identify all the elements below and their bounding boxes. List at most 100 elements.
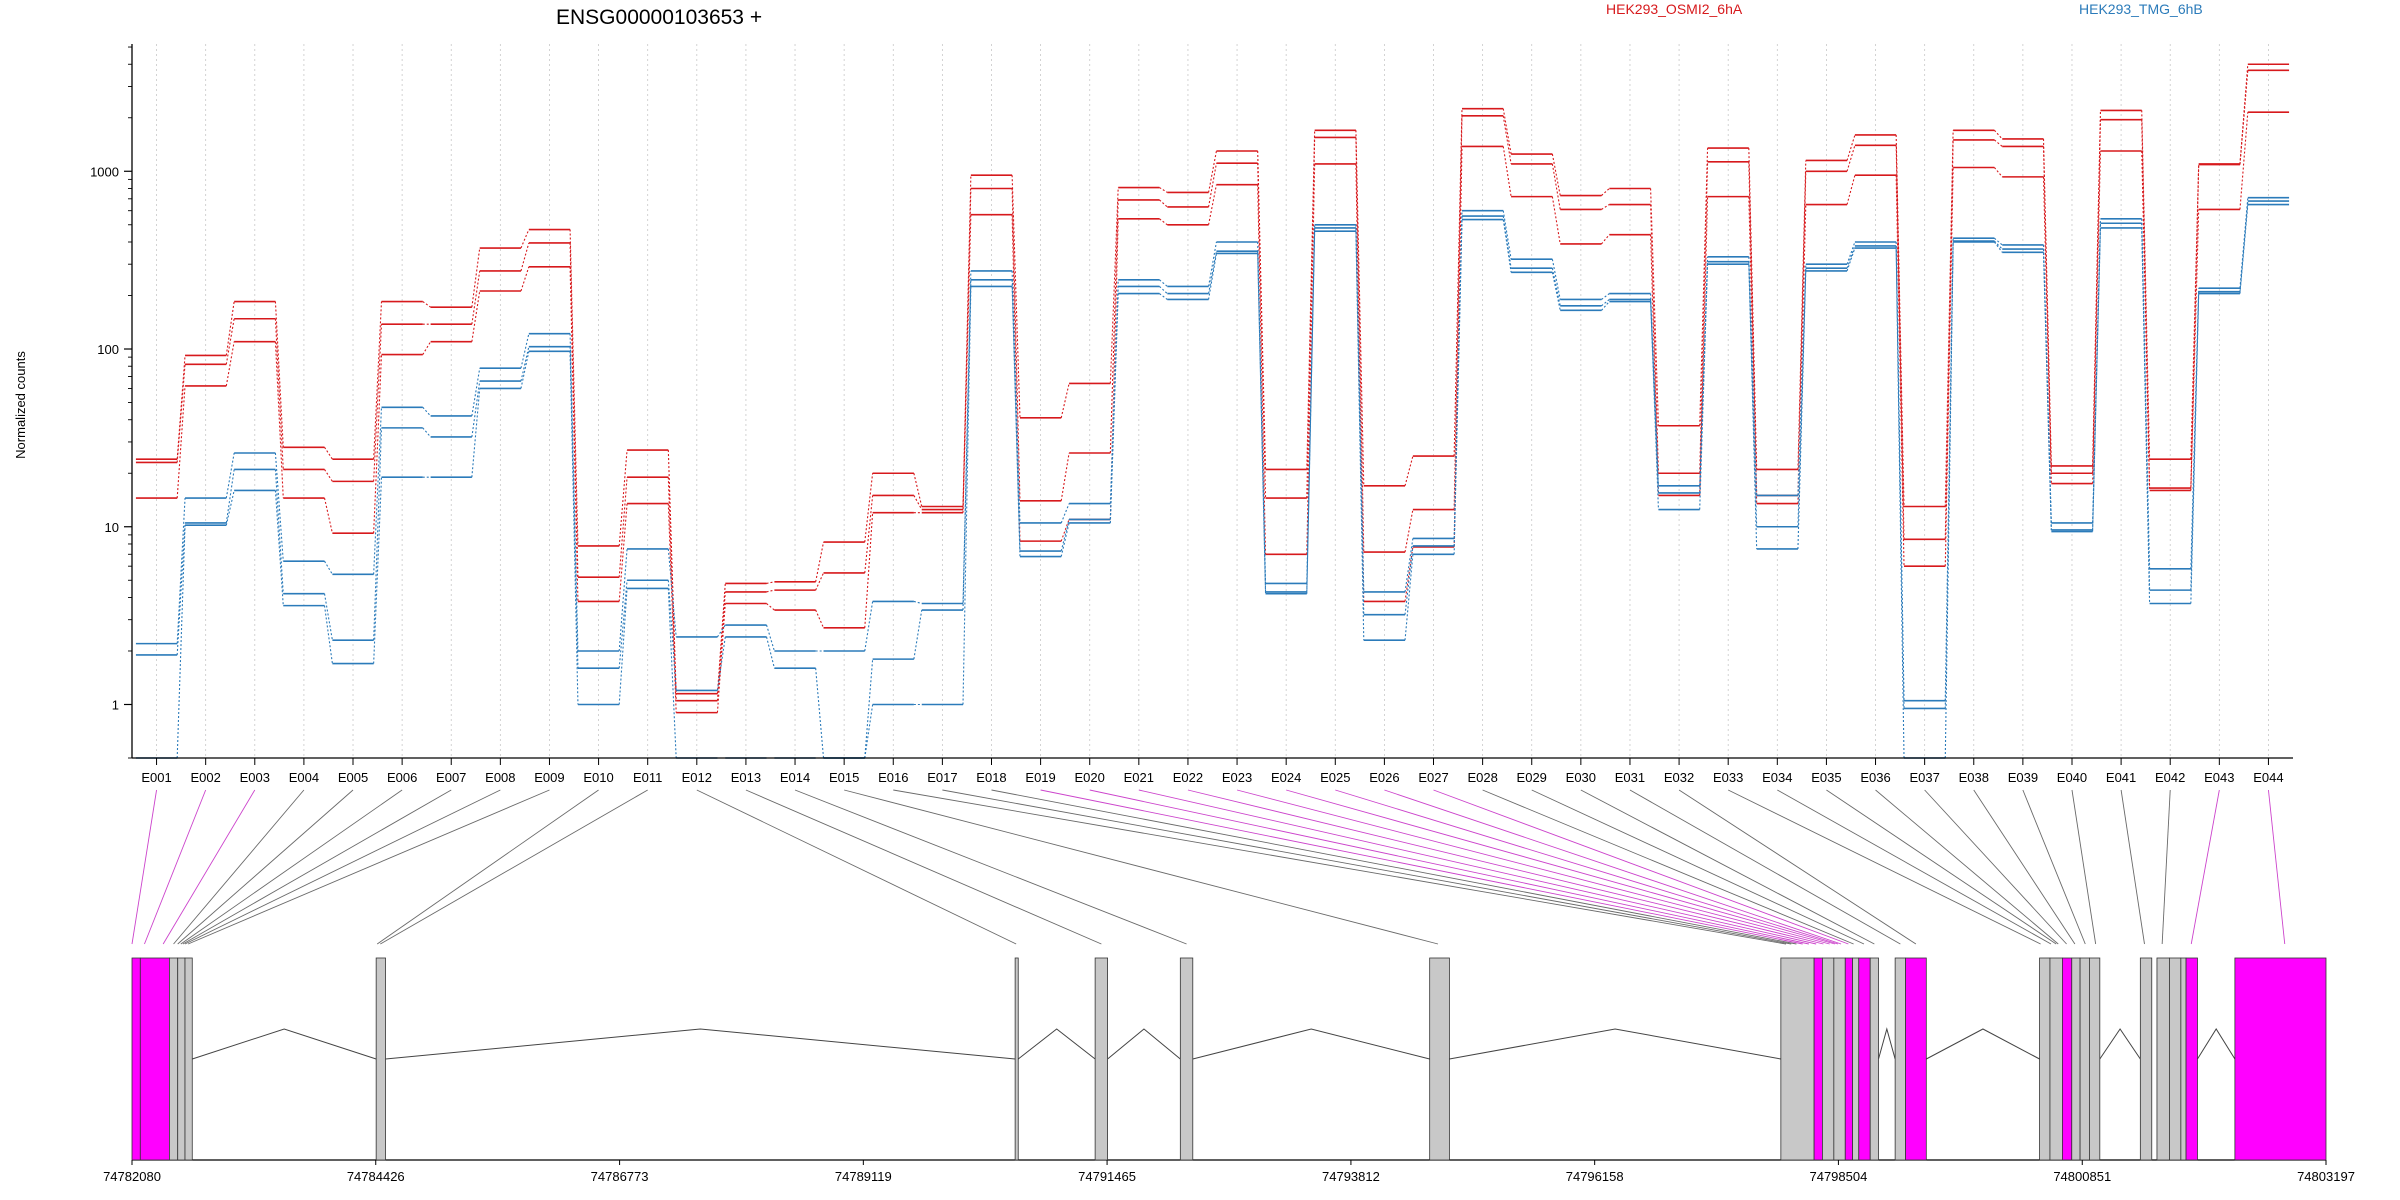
step-connector [422, 427, 432, 438]
step-connector [1993, 240, 2003, 250]
step-connector [324, 560, 333, 575]
step-connector [2190, 209, 2200, 491]
step-connector [1060, 383, 1070, 418]
step-connector [667, 580, 677, 691]
step-connector [1159, 286, 1168, 295]
x-tick-label: E023 [1222, 770, 1252, 785]
x-tick-label: E001 [141, 770, 171, 785]
step-connector [1060, 452, 1070, 501]
step-connector [1208, 241, 1217, 287]
step-connector [225, 452, 235, 499]
exon-block [2062, 957, 2073, 1161]
step-connector [1846, 145, 1856, 172]
step-connector [1011, 214, 1021, 542]
step-connector [225, 301, 235, 356]
x-tick-label: E021 [1124, 770, 1154, 785]
x-tick-label: E041 [2106, 770, 2136, 785]
step-connector [864, 512, 874, 628]
axes [131, 44, 2293, 759]
intron [1017, 1028, 1096, 1060]
exon-connector [2161, 789, 2171, 945]
x-ticks: E001 E002 E003 E004 E005 E006 E007 E008 E009 E010… [141, 758, 2284, 785]
step-connector [716, 636, 726, 691]
grid-lines [156, 44, 2269, 758]
step-connector [324, 446, 333, 460]
step-connector [864, 704, 874, 759]
step-connector [176, 522, 186, 655]
exon-block [1813, 957, 1823, 1161]
genomic-tick-label: 74800851 [2053, 1169, 2111, 1184]
step-connector [1846, 175, 1856, 205]
step-connector [1208, 251, 1217, 294]
step-connector [2092, 227, 2102, 532]
exon-connector [1187, 789, 1824, 945]
step-connector [962, 270, 972, 604]
exon-block [184, 957, 193, 1161]
step-connector [2141, 150, 2151, 491]
series-replicate [135, 63, 2290, 695]
step-connector [569, 266, 579, 602]
step-connector [2239, 112, 2249, 210]
exon-connector [942, 789, 1792, 945]
exon-connector [2022, 789, 2086, 945]
step-connector [815, 668, 825, 759]
legend-series-b: HEK293_TMG_6hB [2079, 1, 2203, 17]
step-connector [1650, 204, 1660, 474]
step-connector [2092, 119, 2102, 474]
exon-connector [1482, 789, 1854, 945]
step-connector [1159, 218, 1168, 226]
exon-block [1833, 957, 1846, 1161]
step-connector [864, 659, 874, 759]
step-connector [1895, 175, 1905, 567]
x-tick-label: E013 [731, 770, 761, 785]
exon-block [2089, 957, 2101, 1161]
step-connector [1699, 196, 1709, 496]
exon-connector [2267, 789, 2286, 945]
y-tick-label: 10 [105, 520, 119, 535]
step-connector [618, 503, 628, 602]
step-connector [2092, 150, 2102, 484]
exon-block [2071, 957, 2081, 1161]
genomic-tick-label: 74803197 [2297, 1169, 2355, 1184]
step-connector [766, 636, 775, 669]
x-tick-label: E012 [682, 770, 712, 785]
exon-block [1844, 957, 1853, 1161]
exon-block [1905, 957, 1927, 1161]
x-tick-label: E022 [1173, 770, 1203, 785]
series-replicate [135, 203, 2290, 759]
exon-connector [177, 789, 354, 945]
step-connector [1895, 248, 1905, 759]
step-connector [716, 603, 726, 713]
step-connector [1257, 253, 1267, 592]
step-connector [1011, 279, 1021, 552]
exon-connector [1678, 789, 1917, 945]
step-connector [1159, 199, 1168, 208]
step-connector [1502, 146, 1512, 197]
exon-block [1014, 957, 1019, 1161]
exon-connector [180, 789, 403, 945]
y-tick-label: 100 [97, 342, 119, 357]
step-connector [815, 572, 825, 591]
x-tick-label: E010 [583, 770, 613, 785]
exon-connector [1040, 789, 1803, 945]
x-tick-label: E024 [1271, 770, 1301, 785]
step-connector [471, 368, 481, 417]
exon-connector [1335, 789, 1839, 945]
x-tick-label: E009 [534, 770, 564, 785]
x-tick-label: E036 [1860, 770, 1890, 785]
exon-block [177, 957, 186, 1161]
step-connector [1355, 231, 1365, 641]
genomic-tick-label: 74786773 [591, 1169, 649, 1184]
exon-block [1869, 957, 1879, 1161]
step-connector [1551, 259, 1561, 300]
x-tick-label: E042 [2155, 770, 2185, 785]
step-connector [1650, 301, 1660, 510]
step-connector [1846, 247, 1856, 272]
intron [1878, 1027, 1896, 1060]
step-connector [667, 503, 677, 713]
exon-connector [187, 789, 550, 945]
step-connector [274, 469, 284, 594]
exon-block [2234, 957, 2327, 1161]
step-connector [1601, 234, 1610, 245]
